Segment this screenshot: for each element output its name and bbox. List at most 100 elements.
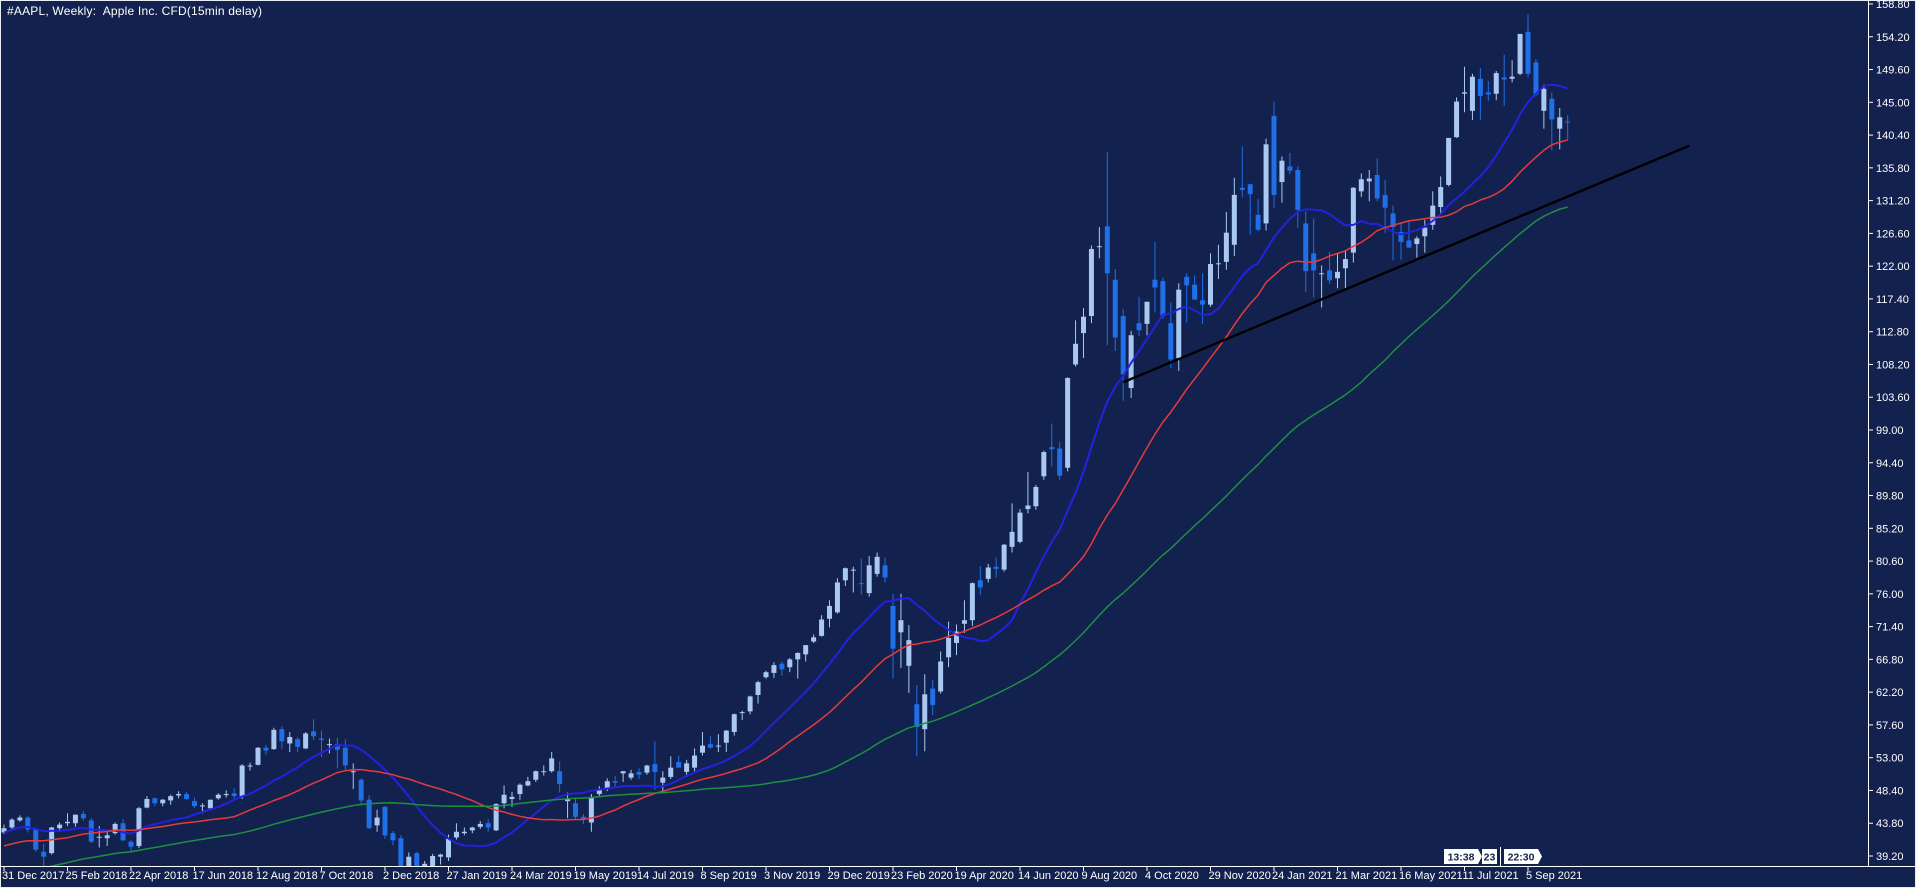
candle-body bbox=[374, 817, 380, 826]
candle-body bbox=[477, 823, 483, 827]
candle-body bbox=[1073, 343, 1079, 365]
candle-body bbox=[660, 777, 666, 783]
candle-body bbox=[1430, 205, 1436, 225]
candle-body bbox=[1422, 227, 1428, 237]
date-label: 29 Nov 2020 bbox=[1209, 870, 1271, 882]
candle-body bbox=[144, 799, 150, 808]
candle-body bbox=[557, 771, 563, 785]
candle-body bbox=[1049, 447, 1055, 450]
candle-body bbox=[184, 794, 190, 800]
candle-body bbox=[263, 747, 269, 751]
price-label: 43.80 bbox=[1876, 818, 1904, 830]
candle-body bbox=[827, 605, 832, 619]
candle-body bbox=[1454, 101, 1460, 138]
candle-body bbox=[326, 744, 332, 746]
price-label: 80.60 bbox=[1876, 556, 1904, 568]
candle-body bbox=[954, 631, 959, 643]
candle-body bbox=[1327, 270, 1333, 281]
candle-body bbox=[946, 638, 952, 658]
candle-body bbox=[882, 565, 888, 578]
time-label-box[interactable] bbox=[1444, 849, 1478, 864]
date-label: 27 Jan 2019 bbox=[447, 870, 508, 882]
candle-body bbox=[1160, 281, 1166, 317]
price-label: 140.40 bbox=[1876, 130, 1910, 142]
ma-fast-blue[interactable] bbox=[3, 83, 1568, 848]
candle-body bbox=[1, 828, 7, 833]
candle-body bbox=[1382, 194, 1388, 208]
candle-body bbox=[1342, 259, 1348, 269]
candle-body bbox=[969, 583, 975, 621]
candle-body bbox=[715, 745, 721, 747]
date-label: 12 Aug 2018 bbox=[256, 870, 318, 882]
time-label-text: 23 bbox=[1484, 852, 1496, 864]
date-label: 16 May 2021 bbox=[1399, 870, 1463, 882]
candle-body bbox=[446, 838, 451, 858]
candle-body bbox=[541, 771, 547, 773]
ma-slow-green[interactable] bbox=[4, 206, 1568, 876]
candle-body bbox=[692, 755, 698, 768]
candle-body bbox=[33, 829, 39, 850]
candle-body bbox=[279, 729, 285, 742]
candle-body bbox=[636, 771, 642, 775]
candle-body bbox=[1176, 289, 1182, 359]
time-scale[interactable]: 31 Dec 2017 25 Feb 2018 22 Apr 2018 17 Jun … bbox=[2, 866, 1582, 882]
candle-body bbox=[668, 767, 674, 777]
date-label: 5 Sep 2021 bbox=[1526, 870, 1582, 882]
candle-body bbox=[588, 796, 594, 823]
time-label-box[interactable] bbox=[1504, 849, 1538, 864]
candle-body bbox=[295, 739, 301, 748]
candle-body bbox=[1009, 531, 1015, 547]
date-label: 14 Jul 2019 bbox=[637, 870, 694, 882]
candle-body bbox=[1287, 166, 1293, 171]
candle-body bbox=[906, 640, 912, 666]
time-label-objects[interactable]: 13:38 23 22:30 bbox=[1444, 847, 1542, 866]
price-scale[interactable]: 158.80 154.20 149.60 145.00 140.40 135.80 131.… bbox=[1868, 0, 1910, 863]
candle-body bbox=[461, 831, 467, 834]
date-label: 19 May 2019 bbox=[574, 870, 638, 882]
candle-body bbox=[247, 765, 253, 767]
candle-body bbox=[700, 745, 705, 753]
candle-body bbox=[1414, 238, 1420, 245]
plot-area[interactable] bbox=[1, 14, 1690, 883]
candle-body bbox=[231, 793, 237, 797]
candle-body bbox=[763, 672, 769, 678]
candle-body bbox=[287, 737, 293, 744]
price-label: 48.40 bbox=[1876, 785, 1904, 797]
ma-mid-red[interactable] bbox=[3, 139, 1568, 847]
date-label: 17 Jun 2018 bbox=[193, 870, 254, 882]
candle-body bbox=[1549, 98, 1555, 120]
candle-body bbox=[1446, 137, 1452, 185]
candle-body bbox=[1533, 62, 1539, 95]
candle-body bbox=[803, 645, 809, 655]
time-label-pointer bbox=[1478, 849, 1482, 864]
candle-body bbox=[104, 835, 110, 839]
candle-body bbox=[493, 803, 499, 831]
candle-body bbox=[1303, 223, 1309, 272]
trendline-object[interactable] bbox=[1122, 144, 1690, 384]
candle-body bbox=[930, 688, 936, 705]
candle-body bbox=[192, 801, 197, 807]
candle-body bbox=[890, 605, 896, 649]
candle-body bbox=[1136, 323, 1142, 331]
candle-body bbox=[358, 779, 364, 801]
candle-body bbox=[136, 808, 142, 847]
candle-body bbox=[676, 761, 682, 768]
candle-body bbox=[199, 805, 205, 807]
date-label: 7 Oct 2018 bbox=[320, 870, 374, 882]
candle-body bbox=[779, 663, 785, 670]
candle-body bbox=[430, 855, 436, 866]
candle-body bbox=[1517, 33, 1523, 74]
candle-body bbox=[319, 738, 324, 740]
date-label: 2 Dec 2018 bbox=[383, 870, 439, 882]
price-label: 66.80 bbox=[1876, 654, 1904, 666]
time-label-box[interactable] bbox=[1482, 849, 1497, 864]
candle-body bbox=[739, 712, 745, 714]
candle-body bbox=[390, 833, 396, 841]
candle-body bbox=[1263, 144, 1269, 224]
candle-body bbox=[525, 781, 531, 786]
candle-body bbox=[1184, 276, 1190, 286]
price-label: 53.00 bbox=[1876, 753, 1904, 765]
candle-body bbox=[1390, 213, 1396, 227]
